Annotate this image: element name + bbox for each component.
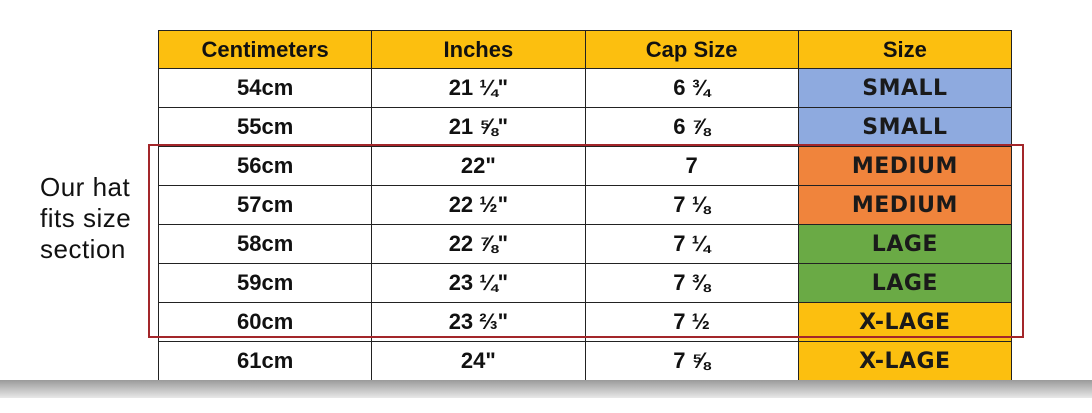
table-cell: 7 ½: [584, 302, 799, 342]
table-row: 59cm 23 ¼" 7 ⅜ LAGE: [157, 263, 1013, 303]
table-row: 54cm 21 ¼" 6 ¾ SMALL: [157, 68, 1013, 108]
table-cell: 55cm: [157, 107, 373, 147]
size-cell: LAGE: [797, 224, 1013, 264]
table-body: 54cm 21 ¼" 6 ¾ SMALL 55cm 21 ⅝" 6 ⅞ SMALL 56cm 22…: [157, 68, 1013, 381]
header-row: Centimeters Inches Cap Size Size: [157, 30, 1013, 69]
size-table: Centimeters Inches Cap Size Size 54cm 21 ¼" 6…: [157, 30, 1013, 381]
note-line: fits size: [40, 203, 132, 233]
size-cell: SMALL: [797, 107, 1013, 147]
table-cell: 22": [371, 146, 586, 186]
table-cell: 23 ¼": [371, 263, 586, 303]
size-cell: LAGE: [797, 263, 1013, 303]
table-cell: 6 ⅞: [584, 107, 799, 147]
table-cell: 21 ⅝": [371, 107, 586, 147]
table-cell: 54cm: [157, 68, 373, 108]
table-row: 61cm 24" 7 ⅝ X-LAGE: [157, 341, 1013, 381]
table-cell: 61cm: [157, 341, 373, 381]
table-cell: 56cm: [157, 146, 373, 186]
table-row: 56cm 22" 7 MEDIUM: [157, 146, 1013, 186]
table-cell: 7 ⅝: [584, 341, 799, 381]
size-cell: SMALL: [797, 68, 1013, 108]
fit-note: Our hat fits size section: [40, 172, 150, 265]
highlight-box: [148, 144, 1024, 338]
size-cell: X-LAGE: [797, 341, 1013, 381]
table-cell: 22 ½": [371, 185, 586, 225]
bottom-shadow: [0, 380, 1092, 398]
table-cell: 6 ¾: [584, 68, 799, 108]
note-line: Our hat: [40, 172, 131, 202]
header-cell: Size: [797, 30, 1013, 69]
table-cell: 58cm: [157, 224, 373, 264]
size-cell: MEDIUM: [797, 146, 1013, 186]
header-cell: Cap Size: [584, 30, 799, 69]
table-cell: 7 ¼: [584, 224, 799, 264]
header-cell: Centimeters: [157, 30, 373, 69]
size-cell: MEDIUM: [797, 185, 1013, 225]
note-line: section: [40, 234, 126, 264]
table-cell: 24": [371, 341, 586, 381]
table-cell: 21 ¼": [371, 68, 586, 108]
table-cell: 7 ⅜: [584, 263, 799, 303]
table-row: 55cm 21 ⅝" 6 ⅞ SMALL: [157, 107, 1013, 147]
header-cell: Inches: [371, 30, 586, 69]
table-cell: 60cm: [157, 302, 373, 342]
